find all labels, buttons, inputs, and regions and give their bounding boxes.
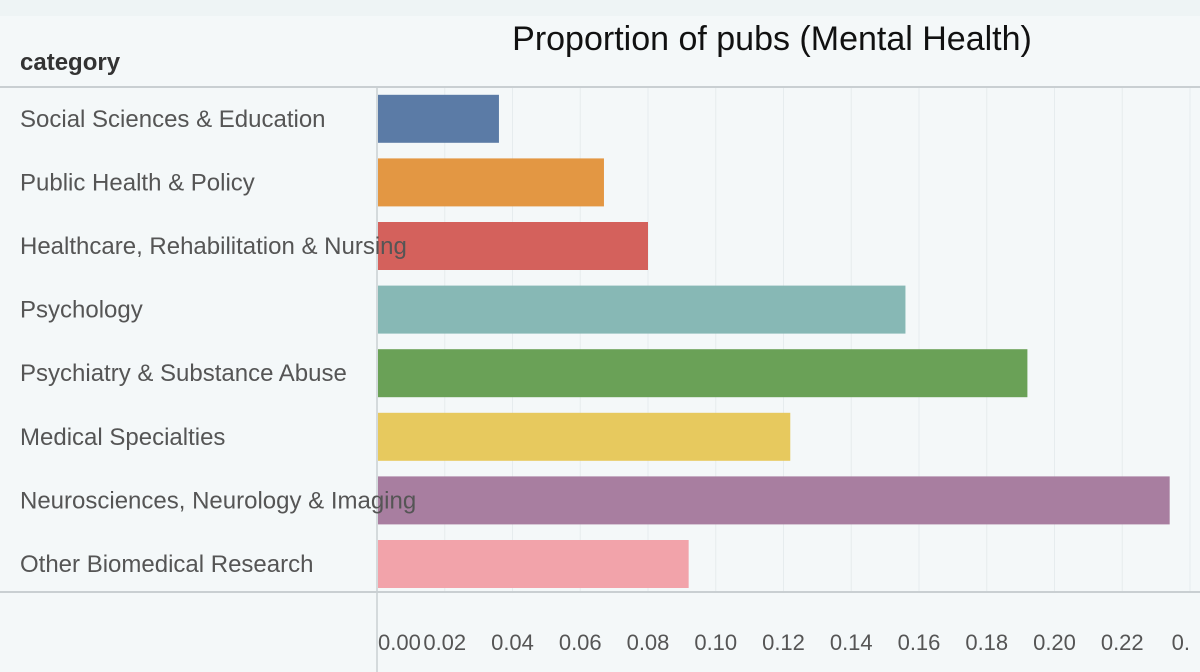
category-label: Other Biomedical Research [20,551,313,578]
bar [378,540,689,588]
category-label: Healthcare, Rehabilitation & Nursing [20,233,407,260]
x-tick-label: 0.18 [965,630,1008,655]
bar [378,412,791,461]
category-header: category [20,49,121,76]
x-tick-label: 0.06 [559,630,602,655]
bars [378,94,1170,588]
x-tick-label: 0.04 [491,630,534,655]
category-labels: Social Sciences & Education Public Health… [20,106,416,578]
category-label: Social Sciences & Education [20,106,326,133]
category-label: Neurosciences, Neurology & Imaging [20,487,416,514]
x-tick-label: 0.00 [378,630,421,655]
bar [378,94,499,143]
x-tick-label: 0.22 [1101,630,1144,655]
x-tick-labels: 0.00 0.02 0.04 0.06 0.08 0.10 0.12 0.14 0.16 0.18… [378,630,1190,655]
x-tick-label: 0.16 [898,630,941,655]
category-label: Psychology [20,297,143,324]
category-label: Medical Specialties [20,424,225,451]
chart-title: Proportion of pubs (Mental Health) [512,20,1032,58]
category-label: Psychiatry & Substance Abuse [20,360,347,387]
x-tick-label: 0. [1172,630,1190,655]
x-tick-label: 0.20 [1033,630,1076,655]
category-label: Public Health & Policy [20,169,255,196]
bar [378,158,604,207]
x-tick-label: 0.12 [762,630,805,655]
top-strip [0,0,1200,16]
bar [378,222,648,270]
x-tick-label: 0.08 [627,630,670,655]
bar [378,476,1170,525]
x-tick-label: 0.14 [830,630,873,655]
x-tick-label: 0.10 [694,630,737,655]
bar [378,349,1028,398]
bar [378,285,906,334]
x-tick-label: 0.02 [423,630,466,655]
